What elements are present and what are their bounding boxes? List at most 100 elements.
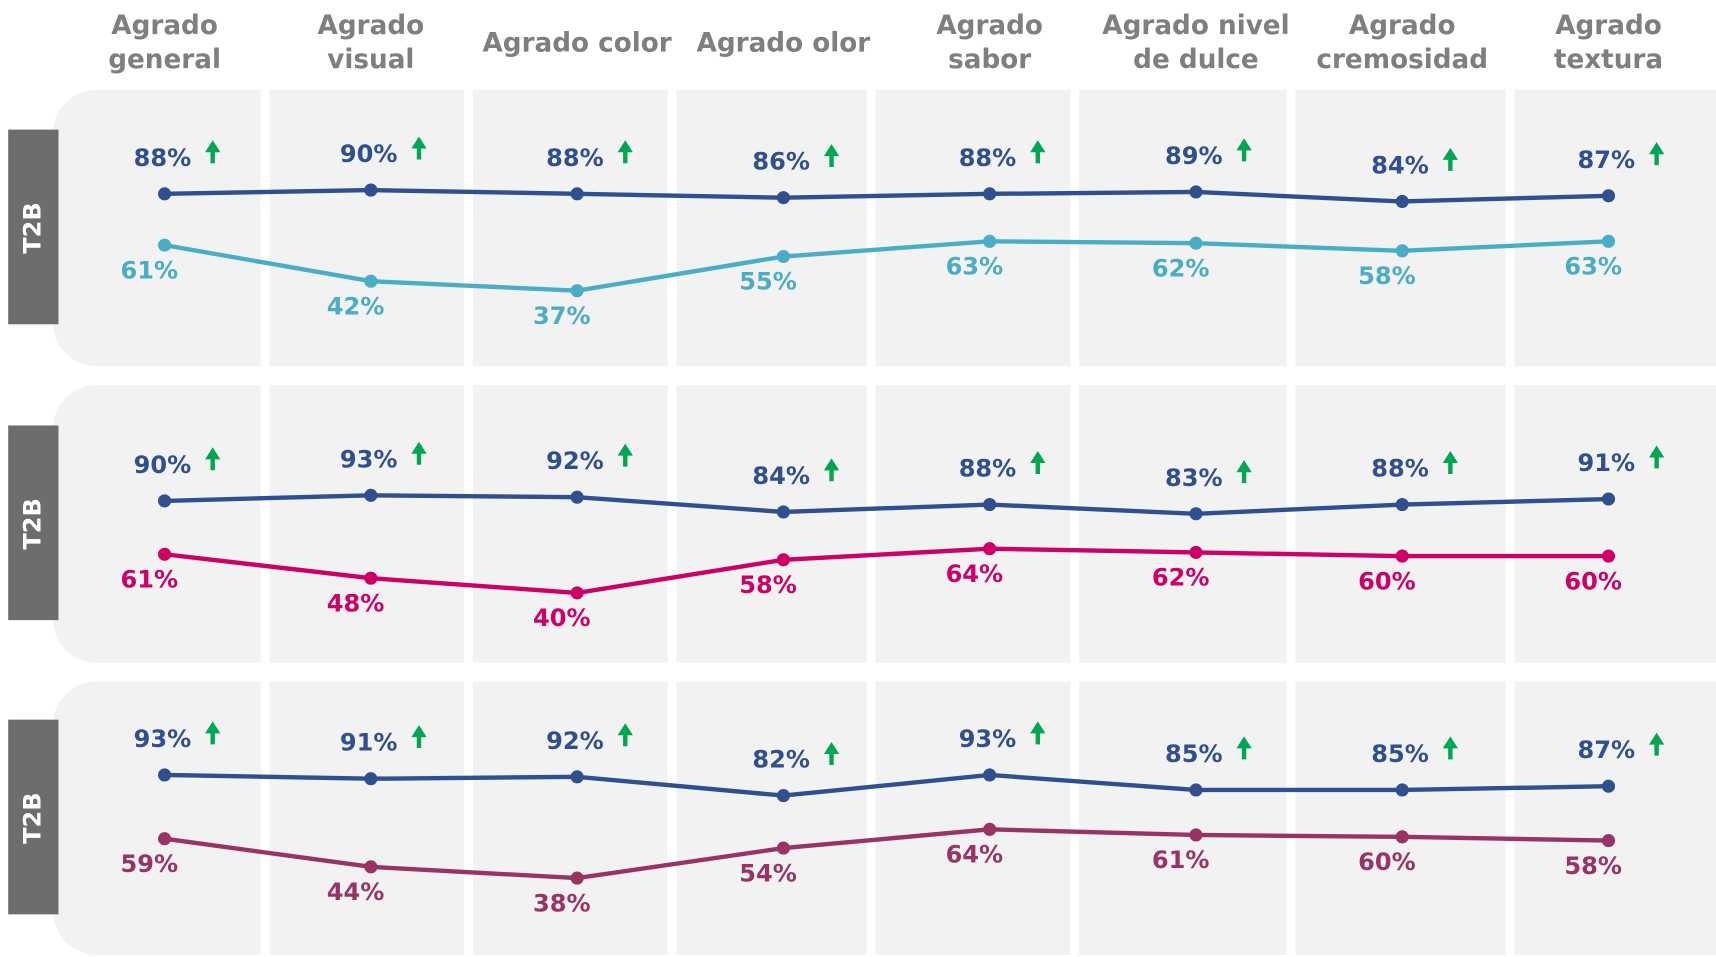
value-label: 91% bbox=[340, 729, 398, 757]
value-label: 90% bbox=[134, 451, 192, 479]
significance-arrow bbox=[1236, 138, 1252, 162]
column-header-box: Agrado color bbox=[482, 27, 671, 58]
column-separator bbox=[1070, 89, 1079, 367]
data-point bbox=[570, 187, 584, 201]
column-header-box: Agrado olor bbox=[696, 26, 871, 58]
data-point bbox=[1395, 783, 1409, 797]
data-point bbox=[1601, 779, 1616, 793]
data-point bbox=[1395, 194, 1409, 209]
significance-arrow bbox=[1442, 147, 1459, 171]
value-label: 89% bbox=[1165, 142, 1223, 170]
significance-arrow bbox=[1236, 460, 1252, 484]
column-separator bbox=[464, 384, 474, 663]
significance-arrow bbox=[1648, 732, 1665, 756]
column-separator bbox=[260, 384, 270, 663]
value-label: 44% bbox=[327, 878, 385, 906]
data-point bbox=[776, 841, 790, 855]
value-label: 84% bbox=[752, 462, 810, 490]
value-label: 92% bbox=[546, 727, 604, 755]
significance-arrow bbox=[1442, 736, 1459, 760]
value-label: 88% bbox=[959, 144, 1017, 172]
significance-arrow bbox=[1236, 736, 1252, 760]
value-label: 55% bbox=[739, 268, 797, 296]
series-line bbox=[164, 772, 1609, 798]
column-separator bbox=[866, 384, 876, 663]
data-point bbox=[1395, 498, 1409, 512]
data-point bbox=[776, 553, 790, 567]
data-point bbox=[570, 871, 584, 885]
value-label: 90% bbox=[340, 140, 398, 168]
data-point bbox=[1395, 830, 1409, 844]
value-label: 93% bbox=[959, 725, 1017, 753]
column-header: Agrado olor bbox=[696, 26, 871, 58]
column-separator bbox=[667, 384, 677, 663]
value-label: 86% bbox=[752, 148, 810, 176]
column-separator bbox=[1286, 89, 1296, 367]
value-label: 61% bbox=[1152, 846, 1210, 874]
value-label: 93% bbox=[134, 725, 192, 753]
column-header-box: Agrado sabor bbox=[936, 9, 1043, 75]
data-point bbox=[983, 187, 997, 201]
row-label: T2B bbox=[18, 202, 46, 253]
significance-arrow bbox=[205, 447, 221, 471]
data-point bbox=[364, 488, 378, 502]
value-label: 88% bbox=[1371, 455, 1429, 483]
column-separator bbox=[260, 681, 270, 955]
column-header: Agrado sabor bbox=[936, 9, 1043, 75]
series-line bbox=[164, 546, 1609, 596]
data-point bbox=[158, 547, 172, 561]
column-header: Agrado general bbox=[108, 9, 221, 75]
value-label: 62% bbox=[1152, 254, 1210, 282]
data-point bbox=[364, 860, 378, 874]
series-line bbox=[164, 493, 1609, 516]
value-label: 63% bbox=[1564, 253, 1622, 281]
value-label: 60% bbox=[1358, 848, 1416, 876]
series-line bbox=[164, 187, 1609, 204]
value-label: 85% bbox=[1165, 740, 1223, 768]
column-separator bbox=[1505, 384, 1515, 663]
value-label: 38% bbox=[533, 889, 591, 917]
value-label: 64% bbox=[946, 560, 1004, 588]
significance-arrow bbox=[617, 723, 633, 747]
value-label: 84% bbox=[1371, 151, 1429, 179]
row-label: T2B bbox=[18, 792, 46, 843]
value-label: 82% bbox=[752, 746, 810, 774]
data-point bbox=[983, 498, 997, 512]
column-separator bbox=[1286, 681, 1296, 955]
series-line bbox=[164, 827, 1609, 881]
column-header-box: Agrado general bbox=[108, 9, 221, 75]
significance-arrow bbox=[1648, 445, 1665, 469]
significance-arrow bbox=[411, 441, 427, 465]
value-label: 37% bbox=[533, 302, 591, 330]
series-line bbox=[164, 239, 1609, 293]
column-separator bbox=[260, 89, 270, 367]
row-label-box bbox=[8, 719, 59, 915]
data-point bbox=[364, 183, 378, 197]
data-point bbox=[364, 772, 378, 786]
data-point bbox=[570, 490, 584, 504]
significance-arrow bbox=[411, 725, 427, 749]
significance-arrow bbox=[1030, 450, 1046, 474]
value-label: 42% bbox=[327, 292, 385, 320]
panel-background bbox=[53, 385, 1716, 663]
data-point bbox=[570, 770, 584, 784]
column-separator bbox=[464, 681, 474, 955]
value-label: 88% bbox=[134, 144, 192, 172]
significance-arrow bbox=[1030, 721, 1046, 745]
data-point bbox=[158, 494, 172, 508]
significance-arrow bbox=[1442, 450, 1459, 474]
data-point bbox=[158, 832, 172, 846]
data-point bbox=[1189, 507, 1203, 521]
column-separator bbox=[866, 681, 876, 955]
column-header: Agrado visual bbox=[317, 9, 425, 75]
value-label: 58% bbox=[1564, 852, 1622, 880]
value-label: 40% bbox=[533, 604, 591, 632]
value-label: 59% bbox=[120, 850, 178, 878]
row-label: T2B bbox=[18, 498, 46, 549]
significance-arrow bbox=[411, 136, 427, 160]
data-point bbox=[1601, 834, 1616, 848]
column-separator bbox=[667, 89, 677, 367]
value-label: 93% bbox=[340, 445, 398, 473]
